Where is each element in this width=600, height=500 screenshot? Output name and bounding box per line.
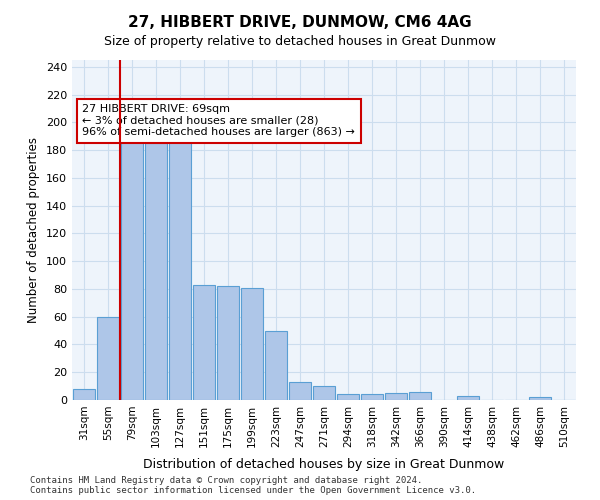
- Bar: [121, 122, 143, 400]
- Text: 27 HIBBERT DRIVE: 69sqm
← 3% of detached houses are smaller (28)
96% of semi-det: 27 HIBBERT DRIVE: 69sqm ← 3% of detached…: [82, 104, 355, 138]
- Text: Size of property relative to detached houses in Great Dunmow: Size of property relative to detached ho…: [104, 35, 496, 48]
- Bar: [337, 394, 359, 400]
- Bar: [385, 393, 407, 400]
- Bar: [97, 316, 119, 400]
- Text: Contains HM Land Registry data © Crown copyright and database right 2024.
Contai: Contains HM Land Registry data © Crown c…: [30, 476, 476, 495]
- Bar: [529, 397, 551, 400]
- Y-axis label: Number of detached properties: Number of detached properties: [28, 137, 40, 323]
- X-axis label: Distribution of detached houses by size in Great Dunmow: Distribution of detached houses by size …: [143, 458, 505, 471]
- Bar: [73, 389, 95, 400]
- Bar: [265, 330, 287, 400]
- Bar: [193, 285, 215, 400]
- Text: 27, HIBBERT DRIVE, DUNMOW, CM6 4AG: 27, HIBBERT DRIVE, DUNMOW, CM6 4AG: [128, 15, 472, 30]
- Bar: [289, 382, 311, 400]
- Bar: [313, 386, 335, 400]
- Bar: [241, 288, 263, 400]
- Bar: [145, 144, 167, 400]
- Bar: [409, 392, 431, 400]
- Bar: [457, 396, 479, 400]
- Bar: [169, 132, 191, 400]
- Bar: [361, 394, 383, 400]
- Bar: [217, 286, 239, 400]
